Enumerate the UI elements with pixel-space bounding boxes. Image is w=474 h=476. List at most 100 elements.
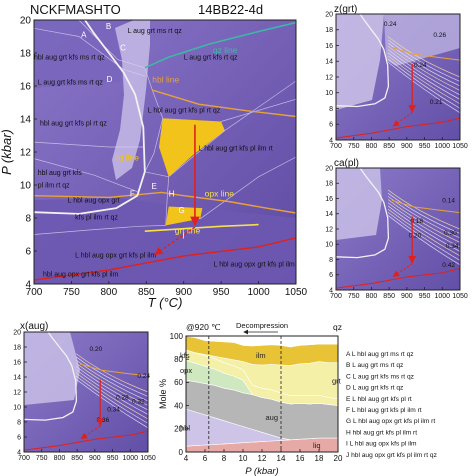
legend-item: A L hbl aug grt ms rt qz [346,351,414,358]
modes-xtick-label: 12 [258,454,267,463]
field-label: L aug grt ms rt qz [128,28,183,35]
modes-xtick-label: 20 [334,454,343,463]
xaug-ytick-label: 6 [17,434,21,441]
capl-red-boundary [336,268,460,289]
main-xtick-label: 700 [26,287,43,298]
capl-contour [387,208,460,257]
zgrt-contour [387,36,460,78]
xaug-ytick-label: 14 [13,374,21,381]
zgrt-title: z(grt) [334,4,357,15]
capl-ytick-label: 12 [325,226,333,233]
field-label: L hbl aug opx grt kfs pl ilm [75,253,156,260]
main-xlabel: T (°C) [148,295,183,310]
decompression-path-dashed [154,226,196,256]
zgrt-contour [387,58,460,109]
xaug-contour [75,366,148,411]
capl-contour-label: 0.20 [409,232,422,239]
zgrt-xtick-label: 700 [330,143,342,150]
xaug-contour [75,356,148,397]
modes-ytick-label: 40 [174,401,183,410]
legend-item: I L hbl aug opx kfs pl ilm [346,441,417,448]
field-boundary [165,176,170,226]
modes-ytick-label: 60 [174,378,183,387]
legend-item: G L hbl aug opx grt kfs pl ilm rt [346,418,435,425]
main-field-lower [34,198,296,284]
zgrt-ytick-label: 6 [329,122,333,129]
main-ytick-label: 12 [20,148,32,159]
main-xtick-label: 900 [175,287,192,298]
legend-item: F L hbl aug grt kfs pl ilm rt [346,407,422,414]
line-label: opx line [205,189,235,199]
sample-label: 14BB22-4d [198,2,263,17]
modes-xtick-label: 14 [277,454,286,463]
field-boundary [199,156,296,220]
xaug-contour-label: 0.24 [137,373,150,380]
modes-ytick-label: 80 [174,355,183,364]
main-ytick-label: 16 [20,82,32,93]
zgrt-contour [387,39,460,82]
modes-qz-label: qz [333,322,342,332]
capl-xtick-label: 1000 [434,293,450,300]
xaug-contour [75,372,148,420]
zgrt-contour [387,62,460,114]
modes-xtick-label: 10 [239,454,248,463]
zgrt-contour [387,55,460,105]
modes-xtick-label: 6 [203,454,208,463]
capl-ytick-label: 18 [325,181,333,188]
field-boundary [34,141,144,148]
line-label: hbl line [152,75,179,85]
zgrt-contour-label: 0.21 [430,99,443,106]
capl-contour [387,202,460,248]
capl-hbl-line [391,199,460,214]
xaug-ytick-label: 16 [13,359,21,366]
modes-ytick-label: 20 [174,425,183,434]
field-label: hbl aug grt kfs ms rt qz [34,55,105,62]
field-label: E [152,182,157,191]
modes-xtick-label: 16 [296,454,305,463]
legend-item: C L aug grt kfs ms rt qz [346,373,414,380]
xaug-contour [75,353,148,393]
zgrt-ytick-label: 14 [325,59,333,66]
main-xtick-label: 750 [63,287,80,298]
modes-xlabel: P (kbar) [245,466,278,476]
main-ytick-label: 18 [20,49,32,60]
xaug-solidus [24,332,78,421]
xaug-contour [75,369,148,415]
main-ylabel: P (kbar) [0,129,14,175]
xaug-ytick-label: 20 [13,329,21,336]
capl-xtick-label: 850 [383,293,395,300]
main-ytick-label: 14 [20,115,32,126]
xaug-ytick-label: 12 [13,389,21,396]
zgrt-contour [387,46,460,91]
main-ytick-label: 20 [20,16,32,27]
xaug-xtick-label: 1050 [140,455,156,462]
xaug-contour [75,378,148,429]
capl-contour-label: 0.30 [444,230,457,237]
xaug-xtick-label: 900 [89,455,101,462]
capl-contour [387,215,460,266]
main-xtick-label: 850 [138,287,155,298]
xaug-red-boundary [24,430,148,451]
capl-contour [387,189,460,230]
capl-contour-label: 0.42 [442,262,455,269]
xaug-xtick-label: 700 [18,455,30,462]
zgrt-hbl-line [391,47,460,61]
main-xtick-label: 800 [101,287,118,298]
zgrt-field-light [384,14,460,66]
capl-ytick-label: 4 [329,287,333,294]
zgrt-ytick-label: 10 [325,90,333,97]
zgrt-xtick-label: 750 [348,143,360,150]
modes-ylabel: Mole % [158,379,168,409]
main-xtick-label: 1000 [247,287,270,298]
field-label: L hbl aug grt kfs pl ilm rt [199,145,273,152]
modes-ytick-label: 100 [170,332,184,341]
field-label: A [81,30,87,39]
capl-panel: ca(pl) 0.14 0.18 0.20 0.30 0.34 0.42 700 750 80… [325,158,468,300]
grt-line [144,223,259,232]
legend-item: D L aug grt kfs rt qz [346,385,403,392]
capl-ytick-label: 8 [329,257,333,264]
modes-xtick-label: 4 [184,454,189,463]
opx-line [34,191,296,214]
zgrt-contour-label: 0.26 [433,32,446,39]
